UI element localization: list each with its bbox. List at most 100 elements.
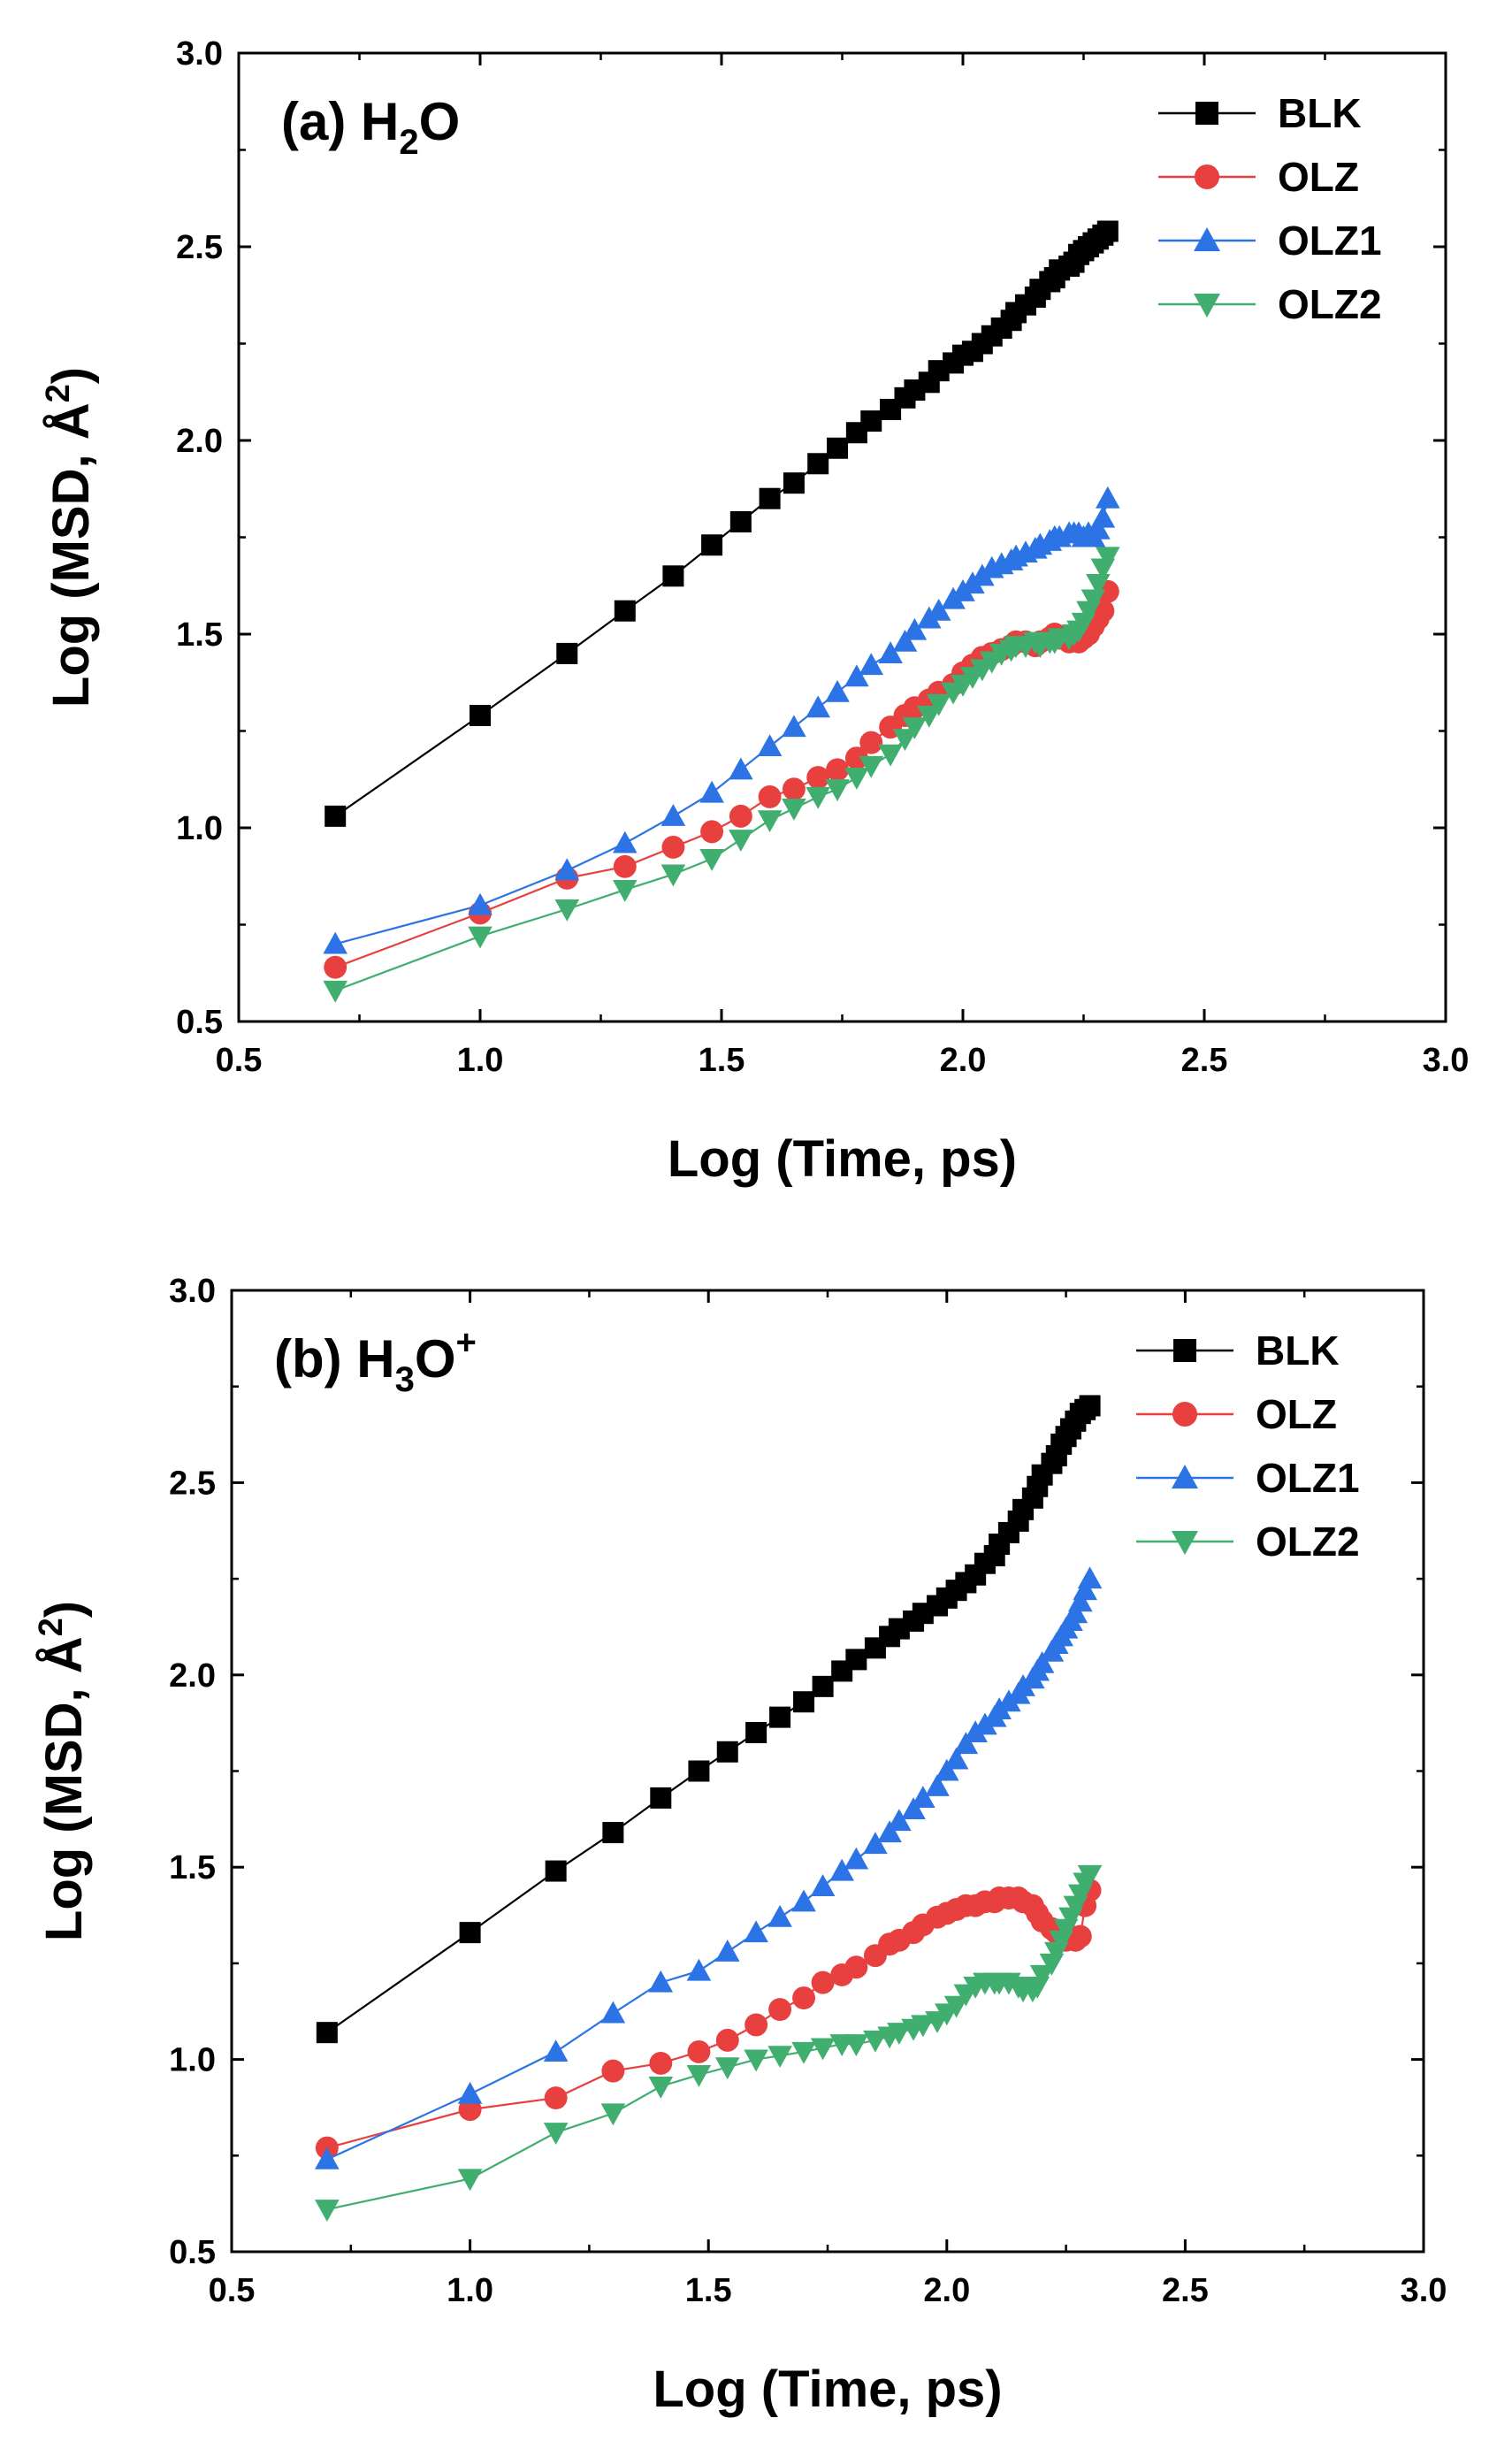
panel-title-prefix: (b) H xyxy=(274,1329,395,1389)
data-point-olz2 xyxy=(1096,547,1120,570)
data-point-olz1 xyxy=(648,1970,674,1993)
data-point-olz xyxy=(811,1970,835,1994)
data-point-olz2 xyxy=(863,2030,888,2053)
data-point-olz1 xyxy=(686,1958,712,1981)
panel-title: (b) H3O+ xyxy=(274,1323,477,1399)
y-axis-title: Log (MSD, Å2) xyxy=(40,367,100,708)
y-tick-label: 1.5 xyxy=(176,616,223,654)
plot-frame xyxy=(237,51,1447,1023)
data-point-olz1 xyxy=(902,617,928,640)
legend-marker xyxy=(1172,1401,1198,1427)
data-point-olz2 xyxy=(844,768,869,790)
data-point-blk xyxy=(807,453,829,475)
y-tick-label: 3.0 xyxy=(169,1273,216,1310)
y-tick-label: 0.5 xyxy=(169,2234,216,2271)
series-olz xyxy=(315,1879,1102,2160)
data-point-blk xyxy=(688,1760,710,1782)
plot-frame xyxy=(230,1289,1425,2254)
data-point-blk xyxy=(325,805,347,827)
data-point-olz1 xyxy=(953,1732,979,1755)
data-point-olz xyxy=(792,1986,815,2009)
data-point-olz1 xyxy=(1096,486,1120,509)
data-point-olz1 xyxy=(1073,1578,1097,1601)
data-point-blk xyxy=(545,1860,567,1882)
y-axis-title-sup: 2 xyxy=(33,1618,70,1636)
data-point-olz2 xyxy=(661,864,686,887)
series-olz2 xyxy=(323,547,1120,1003)
panel-title-prefix: (a) H xyxy=(281,92,399,151)
data-point-blk xyxy=(769,1706,791,1728)
data-point-olz xyxy=(826,758,849,782)
data-point-olz xyxy=(700,820,724,844)
data-point-blk xyxy=(812,1675,834,1697)
data-point-olz1 xyxy=(699,780,724,803)
data-point-olz1 xyxy=(810,1874,836,1896)
data-point-olz2 xyxy=(782,799,806,821)
y-axis-title-end: ) xyxy=(35,1601,93,1618)
legend-label: OLZ1 xyxy=(1278,218,1382,264)
x-tick-label: 1.5 xyxy=(699,1042,745,1079)
data-point-blk xyxy=(745,1722,767,1744)
y-tick-label: 1.0 xyxy=(176,810,223,847)
data-point-olz1 xyxy=(714,1940,740,1962)
data-point-olz2 xyxy=(744,2049,768,2072)
data-point-olz1 xyxy=(457,2081,483,2104)
x-tick-label: 2.5 xyxy=(1162,2272,1209,2309)
data-point-olz2 xyxy=(916,705,942,728)
data-point-olz2 xyxy=(600,2103,626,2126)
y-tick-label: 1.0 xyxy=(169,2042,216,2079)
data-point-olz2 xyxy=(686,2064,712,2087)
data-point-blk xyxy=(827,437,849,459)
x-tick-label: 3.0 xyxy=(1401,2272,1447,2309)
data-point-olz1 xyxy=(468,892,493,915)
data-point-blk xyxy=(602,1822,624,1844)
data-point-olz2 xyxy=(943,1995,969,2018)
chart-panel-a: 0.5 1.0 1.5 2.0 2.5 3.0 0.5 1.0 1.5 2.0 2.5 3.0 Log … xyxy=(40,35,1469,1188)
y-axis-title: Log (MSD, Å2) xyxy=(33,1601,93,1941)
panel-title-sup: + xyxy=(456,1323,477,1362)
data-point-olz xyxy=(324,955,347,979)
data-point-olz1 xyxy=(315,2146,340,2169)
x-tick-label: 1.5 xyxy=(685,2272,732,2309)
data-point-blk xyxy=(701,534,723,556)
data-point-olz2 xyxy=(1086,574,1111,596)
data-point-blk xyxy=(1079,1395,1101,1417)
x-axis-title: Log (Time, ps) xyxy=(653,2361,1002,2418)
y-axis-title-main: Log (MSD, Å xyxy=(42,402,100,708)
data-point-olz2 xyxy=(791,2041,816,2064)
legend-marker xyxy=(1194,227,1220,251)
data-point-olz1 xyxy=(1086,517,1111,539)
data-point-olz xyxy=(782,777,806,801)
data-point-blk xyxy=(759,487,781,509)
legend-item-olz2: OLZ2 xyxy=(1136,1519,1360,1565)
legend-marker xyxy=(1172,1531,1198,1555)
data-point-olz xyxy=(729,804,752,828)
data-point-olz1 xyxy=(782,715,806,738)
legend-item-olz: OLZ xyxy=(1158,154,1359,200)
legend-label: BLK xyxy=(1256,1328,1340,1374)
data-point-olz2 xyxy=(810,2038,836,2061)
data-point-olz2 xyxy=(859,755,884,778)
data-point-olz2 xyxy=(902,717,928,739)
x-tick-label: 0.5 xyxy=(209,2272,256,2309)
series-line-blk xyxy=(326,1404,1091,2034)
data-point-blk xyxy=(845,1649,867,1671)
data-point-olz1 xyxy=(757,734,783,757)
data-point-olz1 xyxy=(878,641,903,663)
data-point-olz xyxy=(859,731,883,754)
data-point-olz1 xyxy=(767,1904,792,1927)
data-point-olz1 xyxy=(901,1797,926,1820)
legend-item-olz1: OLZ1 xyxy=(1136,1455,1360,1501)
data-point-blk xyxy=(662,565,684,587)
series-olz1 xyxy=(315,1566,1103,2169)
data-point-olz1 xyxy=(600,2001,626,2024)
x-tick-label: 1.0 xyxy=(457,1042,504,1079)
data-point-olz1 xyxy=(935,1758,959,1781)
data-point-blk xyxy=(793,1691,815,1713)
panel-title-suffix: O xyxy=(419,92,461,151)
data-point-olz2 xyxy=(714,2057,740,2080)
data-point-olz xyxy=(1068,1925,1092,1948)
data-point-olz xyxy=(745,2013,768,2037)
legend-item-olz2: OLZ2 xyxy=(1158,281,1382,327)
data-point-olz1 xyxy=(877,1820,902,1843)
